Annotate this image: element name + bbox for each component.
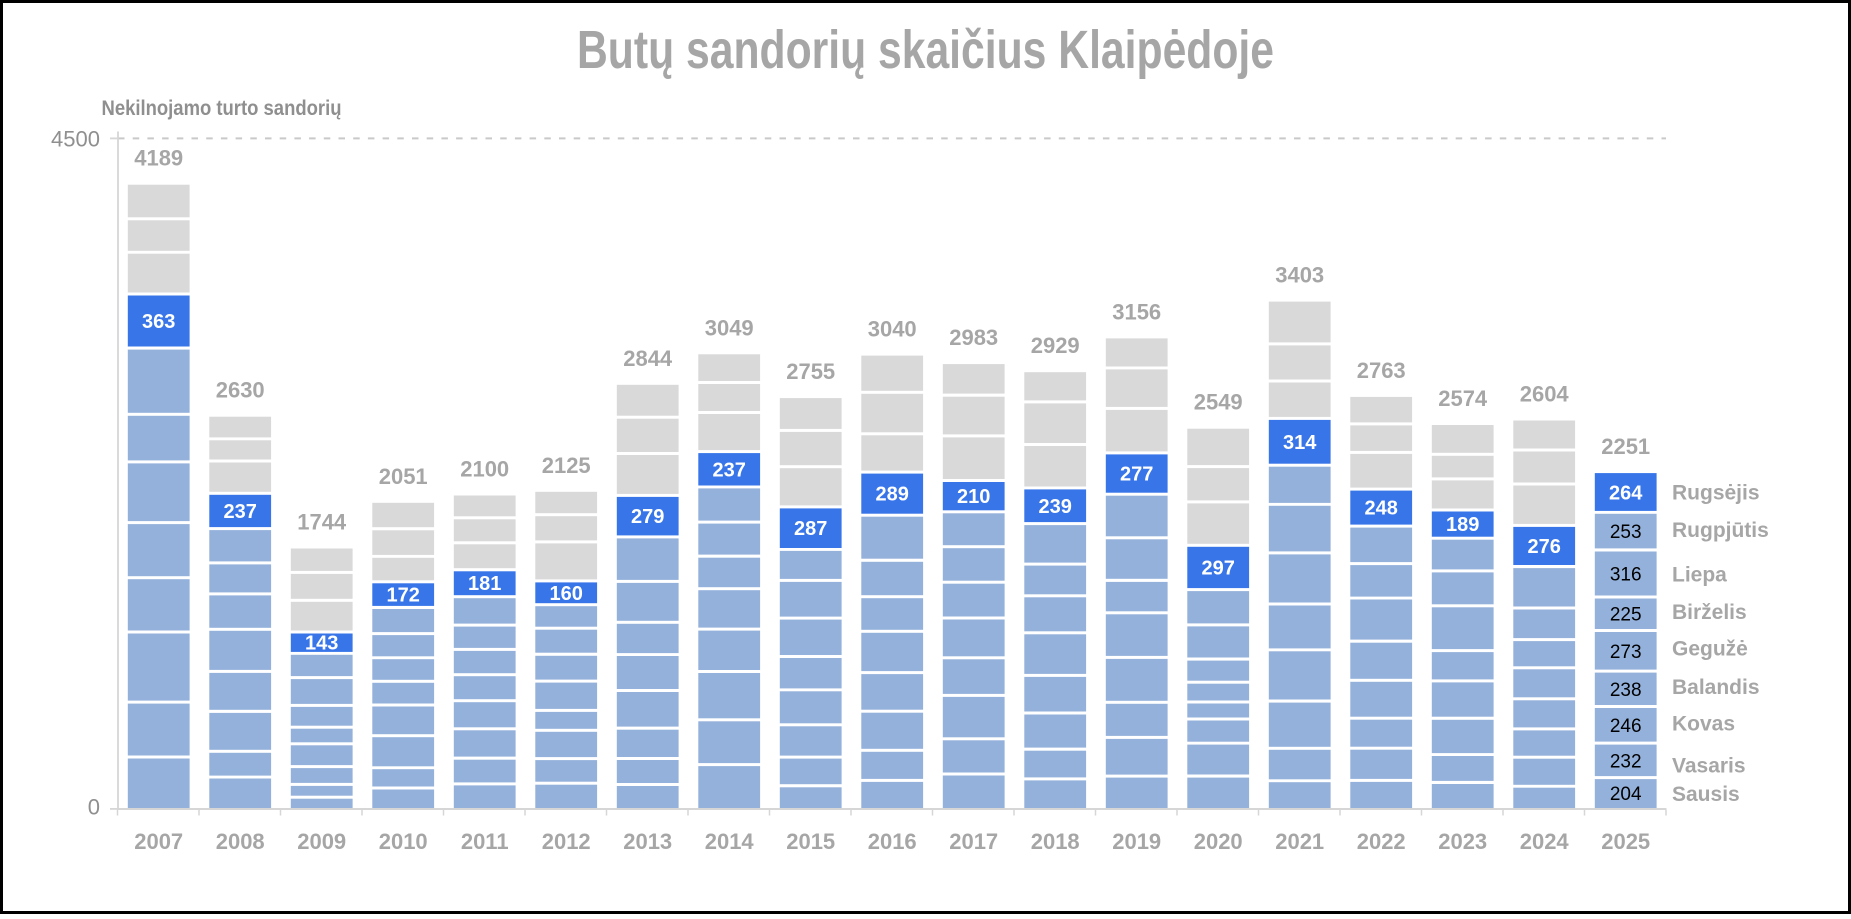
- svg-text:246: 246: [1610, 716, 1642, 737]
- svg-text:2549: 2549: [1194, 390, 1243, 415]
- svg-text:2019: 2019: [1112, 829, 1161, 854]
- svg-text:204: 204: [1610, 784, 1642, 805]
- svg-text:2021: 2021: [1275, 829, 1324, 854]
- svg-text:2024: 2024: [1520, 829, 1570, 854]
- svg-text:2012: 2012: [542, 829, 591, 854]
- svg-text:279: 279: [631, 506, 664, 528]
- svg-text:3049: 3049: [705, 315, 754, 340]
- svg-text:1744: 1744: [297, 510, 347, 535]
- svg-text:225: 225: [1610, 605, 1642, 626]
- svg-text:160: 160: [550, 583, 583, 605]
- svg-text:287: 287: [794, 518, 827, 540]
- svg-text:2100: 2100: [460, 457, 509, 482]
- svg-text:Rugsėjis: Rugsėjis: [1672, 481, 1760, 504]
- svg-text:143: 143: [305, 633, 338, 655]
- svg-text:0: 0: [88, 795, 100, 820]
- svg-text:2125: 2125: [542, 453, 591, 478]
- svg-text:2010: 2010: [379, 829, 428, 854]
- svg-text:314: 314: [1283, 432, 1317, 454]
- svg-text:172: 172: [387, 585, 420, 607]
- svg-text:2604: 2604: [1520, 382, 1570, 407]
- svg-text:239: 239: [1039, 496, 1072, 518]
- svg-text:2016: 2016: [868, 829, 917, 854]
- svg-text:2017: 2017: [949, 829, 998, 854]
- svg-text:210: 210: [957, 486, 990, 508]
- svg-text:4500: 4500: [51, 127, 100, 152]
- svg-text:181: 181: [468, 573, 501, 595]
- svg-text:Balandis: Balandis: [1672, 676, 1760, 699]
- svg-text:Vasaris: Vasaris: [1672, 754, 1746, 777]
- svg-text:4189: 4189: [134, 146, 183, 171]
- svg-text:273: 273: [1610, 642, 1642, 663]
- svg-text:2013: 2013: [623, 829, 672, 854]
- svg-text:2983: 2983: [949, 325, 998, 350]
- svg-text:2574: 2574: [1438, 386, 1488, 411]
- svg-text:Gegužė: Gegužė: [1672, 638, 1748, 661]
- svg-text:297: 297: [1202, 557, 1235, 579]
- svg-text:2630: 2630: [216, 378, 265, 403]
- svg-text:264: 264: [1609, 483, 1643, 505]
- svg-text:277: 277: [1120, 464, 1153, 486]
- svg-text:Nekilnojamo turto sandorių: Nekilnojamo turto sandorių: [102, 97, 342, 120]
- svg-text:Butų sandorių skaičius Klaipėd: Butų sandorių skaičius Klaipėdoje: [577, 20, 1274, 80]
- svg-text:316: 316: [1610, 565, 1642, 586]
- svg-text:2008: 2008: [216, 829, 265, 854]
- svg-text:3040: 3040: [868, 317, 917, 342]
- svg-text:189: 189: [1446, 514, 1479, 536]
- svg-text:2022: 2022: [1357, 829, 1406, 854]
- svg-text:Birželis: Birželis: [1672, 601, 1747, 624]
- svg-text:Liepa: Liepa: [1672, 564, 1727, 587]
- svg-text:2009: 2009: [297, 829, 346, 854]
- svg-text:276: 276: [1528, 536, 1561, 558]
- svg-text:3403: 3403: [1275, 263, 1324, 288]
- svg-text:Rugpjūtis: Rugpjūtis: [1672, 519, 1769, 542]
- svg-text:2018: 2018: [1031, 829, 1080, 854]
- svg-text:2251: 2251: [1601, 434, 1650, 459]
- svg-text:2051: 2051: [379, 464, 428, 489]
- svg-text:363: 363: [142, 311, 175, 333]
- svg-text:2025: 2025: [1601, 829, 1650, 854]
- svg-text:2844: 2844: [623, 346, 673, 371]
- svg-text:2015: 2015: [786, 829, 835, 854]
- svg-text:2755: 2755: [786, 359, 835, 384]
- svg-text:2763: 2763: [1357, 358, 1406, 383]
- svg-text:2020: 2020: [1194, 829, 1243, 854]
- svg-text:2014: 2014: [705, 829, 755, 854]
- svg-text:237: 237: [713, 459, 746, 481]
- svg-text:Kovas: Kovas: [1672, 712, 1735, 735]
- svg-text:238: 238: [1610, 680, 1642, 701]
- svg-text:3156: 3156: [1112, 299, 1161, 324]
- svg-text:237: 237: [224, 501, 257, 523]
- svg-text:2023: 2023: [1438, 829, 1487, 854]
- svg-text:Sausis: Sausis: [1672, 783, 1740, 806]
- svg-text:232: 232: [1610, 751, 1642, 772]
- svg-text:253: 253: [1610, 522, 1642, 543]
- svg-text:2929: 2929: [1031, 333, 1080, 358]
- svg-text:2007: 2007: [134, 829, 183, 854]
- svg-text:2011: 2011: [461, 829, 509, 854]
- svg-text:248: 248: [1365, 498, 1398, 520]
- svg-text:289: 289: [876, 484, 909, 506]
